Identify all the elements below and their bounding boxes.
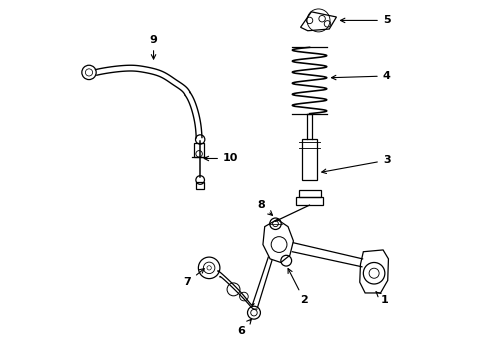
Text: 5: 5 xyxy=(341,15,391,26)
Bar xyxy=(302,139,318,180)
Text: 1: 1 xyxy=(376,292,389,305)
Bar xyxy=(196,182,204,189)
Text: 6: 6 xyxy=(238,319,251,336)
Text: 7: 7 xyxy=(184,269,204,287)
Text: 9: 9 xyxy=(149,35,157,59)
Bar xyxy=(298,190,320,197)
Text: 10: 10 xyxy=(204,153,238,163)
Bar xyxy=(194,143,204,157)
Text: 8: 8 xyxy=(257,200,272,215)
Text: 3: 3 xyxy=(322,155,391,174)
Text: 4: 4 xyxy=(332,71,391,81)
Bar xyxy=(296,197,323,205)
Text: 2: 2 xyxy=(288,269,308,305)
